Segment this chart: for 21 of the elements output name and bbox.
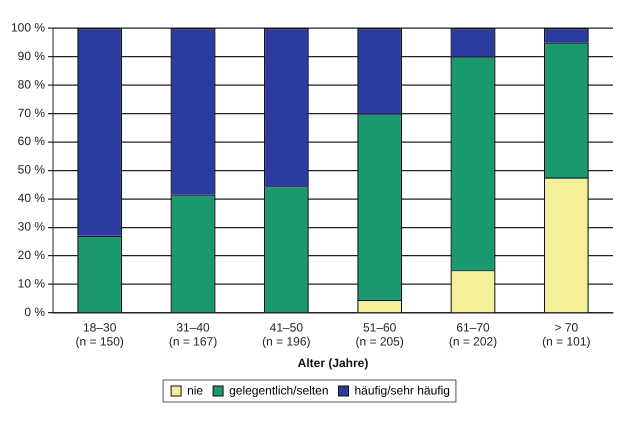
x-tick-label: 41–50 (n = 196)	[262, 320, 311, 349]
y-tick-label: 90 %	[18, 48, 46, 63]
y-tick-label: 40 %	[18, 191, 46, 206]
y-tick-label: 80 %	[18, 77, 46, 92]
x-tick-label: > 70 (n = 101)	[542, 320, 591, 349]
x-tick-label: 61–70 (n = 202)	[448, 320, 498, 349]
y-tick-label: 100 %	[10, 20, 46, 34]
x-tick-label: 51–60 (n = 205)	[355, 320, 404, 349]
y-tick-label: 50 %	[18, 162, 46, 177]
y-tick-label: 60 %	[18, 134, 46, 148]
x-axis-title: Alter (Jahre)	[298, 356, 368, 370]
legend-label: gelegentlich/selten	[229, 383, 329, 398]
x-tick-label: 18–30 (n = 150)	[76, 320, 124, 349]
legend-label: häufig/sehr häufig	[354, 383, 450, 398]
y-tick-label: 30 %	[18, 220, 46, 234]
y-tick-label: 10 %	[18, 276, 46, 291]
legend-label: nie	[187, 383, 204, 398]
y-tick-label: 0 %	[24, 305, 46, 320]
y-tick-label: 20 %	[18, 248, 46, 262]
x-tick-label: 31–40 (n = 167)	[168, 320, 218, 349]
y-tick-label: 70 %	[18, 106, 46, 120]
